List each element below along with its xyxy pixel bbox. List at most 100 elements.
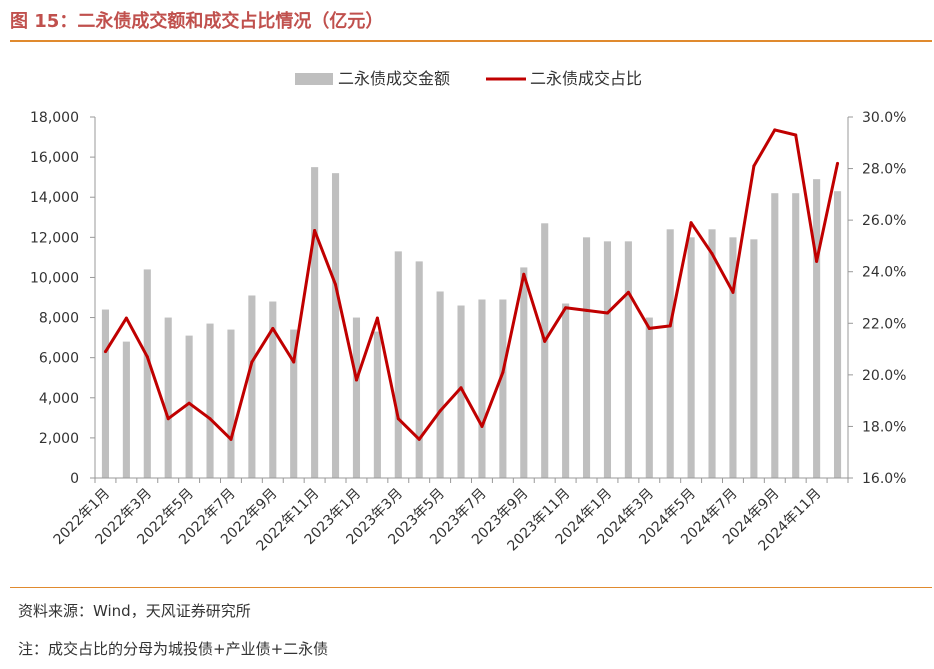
left-axis: 0 2,000 4,000 6,000 8,000 10,000 12,000 14,000 1… xyxy=(30,110,79,487)
share-point xyxy=(459,386,463,390)
share-point xyxy=(689,221,693,225)
bar xyxy=(352,317,361,478)
share-point xyxy=(815,259,819,263)
bar xyxy=(373,331,381,478)
share-point xyxy=(836,161,840,165)
right-axis: 16.0% 18.0% 20.0% 22.0% 24.0% 26.0% 28.0% 30.0% xyxy=(862,110,906,487)
share-point xyxy=(438,409,442,413)
bar xyxy=(582,237,591,478)
share-point xyxy=(731,290,735,294)
share-point xyxy=(187,401,191,405)
share-point xyxy=(522,272,526,276)
bar xyxy=(729,237,737,478)
share-point xyxy=(124,316,128,320)
bar xyxy=(164,317,172,478)
source-note: 资料来源：Wind，天风证券研究所 xyxy=(18,602,251,620)
bar xyxy=(687,237,695,478)
chart-area: 二永债成交金额 二永债成交占比 0 2,000 4,000 6,000 8,000 10,… xyxy=(30,69,906,555)
bar xyxy=(248,295,256,478)
line-series xyxy=(103,128,840,441)
axis-lines xyxy=(90,116,853,483)
bar xyxy=(269,301,277,478)
bar xyxy=(813,179,821,478)
share-point xyxy=(271,326,275,330)
legend-bar-label: 二永债成交金额 xyxy=(338,69,450,88)
legend-bar-swatch xyxy=(295,73,333,85)
bar xyxy=(541,223,549,478)
share-point xyxy=(396,417,400,421)
bar xyxy=(206,323,214,478)
share-point xyxy=(480,424,484,428)
share-point xyxy=(166,417,170,421)
legend-line-label: 二永债成交占比 xyxy=(530,69,642,88)
share-point xyxy=(668,324,672,328)
title-divider xyxy=(10,40,932,42)
y-right-tick-label: 28.0% xyxy=(862,162,906,178)
share-point xyxy=(145,355,149,359)
y-left-tick-label: 10,000 xyxy=(30,270,79,286)
bar xyxy=(290,329,298,478)
y-right-tick-label: 24.0% xyxy=(862,265,906,281)
bar xyxy=(394,251,402,478)
share-point xyxy=(292,360,296,364)
bar xyxy=(666,229,674,478)
bar xyxy=(101,309,110,478)
share-point xyxy=(501,370,505,374)
share-point xyxy=(647,326,651,330)
share-point xyxy=(585,308,589,312)
share-point xyxy=(543,339,547,343)
bar xyxy=(143,269,151,478)
share-point xyxy=(103,350,107,354)
x-axis-labels: 2022年1月2022年3月2022年5月2022年7月2022年9月2022年… xyxy=(51,486,825,555)
y-left-tick-label: 16,000 xyxy=(30,150,79,166)
share-point xyxy=(334,283,338,287)
y-left-tick-label: 4,000 xyxy=(39,391,79,407)
bar xyxy=(227,329,235,478)
bar xyxy=(624,241,632,478)
share-point xyxy=(354,378,358,382)
bar xyxy=(457,305,465,478)
share-point xyxy=(208,417,212,421)
bar xyxy=(311,167,319,478)
bar-series xyxy=(101,167,842,478)
legend: 二永债成交金额 二永债成交占比 xyxy=(295,69,642,88)
bar xyxy=(603,241,612,478)
bar xyxy=(708,229,716,478)
bar xyxy=(331,173,340,478)
bar xyxy=(562,303,570,478)
y-left-tick-label: 12,000 xyxy=(30,230,79,246)
share-point xyxy=(229,437,233,441)
share-line xyxy=(104,128,839,441)
bar xyxy=(833,191,842,478)
y-left-tick-label: 14,000 xyxy=(30,190,79,206)
share-point xyxy=(375,316,379,320)
y-left-tick-label: 6,000 xyxy=(39,351,79,367)
bar xyxy=(520,267,528,478)
y-right-tick-label: 26.0% xyxy=(862,213,906,229)
y-right-tick-label: 30.0% xyxy=(862,110,906,126)
bar xyxy=(122,341,130,478)
bar xyxy=(185,335,193,478)
y-left-tick-label: 2,000 xyxy=(39,431,79,447)
bar xyxy=(499,299,507,478)
share-point xyxy=(417,437,421,441)
share-point xyxy=(250,360,254,364)
bar xyxy=(415,261,423,478)
share-point xyxy=(710,252,714,256)
bar xyxy=(771,193,779,478)
bar xyxy=(750,239,758,478)
share-point xyxy=(752,164,756,168)
y-right-tick-label: 16.0% xyxy=(862,471,906,487)
share-point xyxy=(605,311,609,315)
share-point xyxy=(564,306,568,310)
bar xyxy=(478,299,486,478)
bar xyxy=(436,291,444,478)
y-left-tick-label: 0 xyxy=(70,471,79,487)
share-point xyxy=(794,133,798,137)
y-right-tick-label: 18.0% xyxy=(862,419,906,435)
footnote: 注：成交占比的分母为城投债+产业债+二永债 xyxy=(18,640,329,658)
y-left-tick-label: 18,000 xyxy=(30,110,79,126)
figure-title: 图 15：二永债成交额和成交占比情况（亿元） xyxy=(10,11,384,32)
y-right-tick-label: 20.0% xyxy=(862,368,906,384)
footer-divider xyxy=(10,587,932,588)
